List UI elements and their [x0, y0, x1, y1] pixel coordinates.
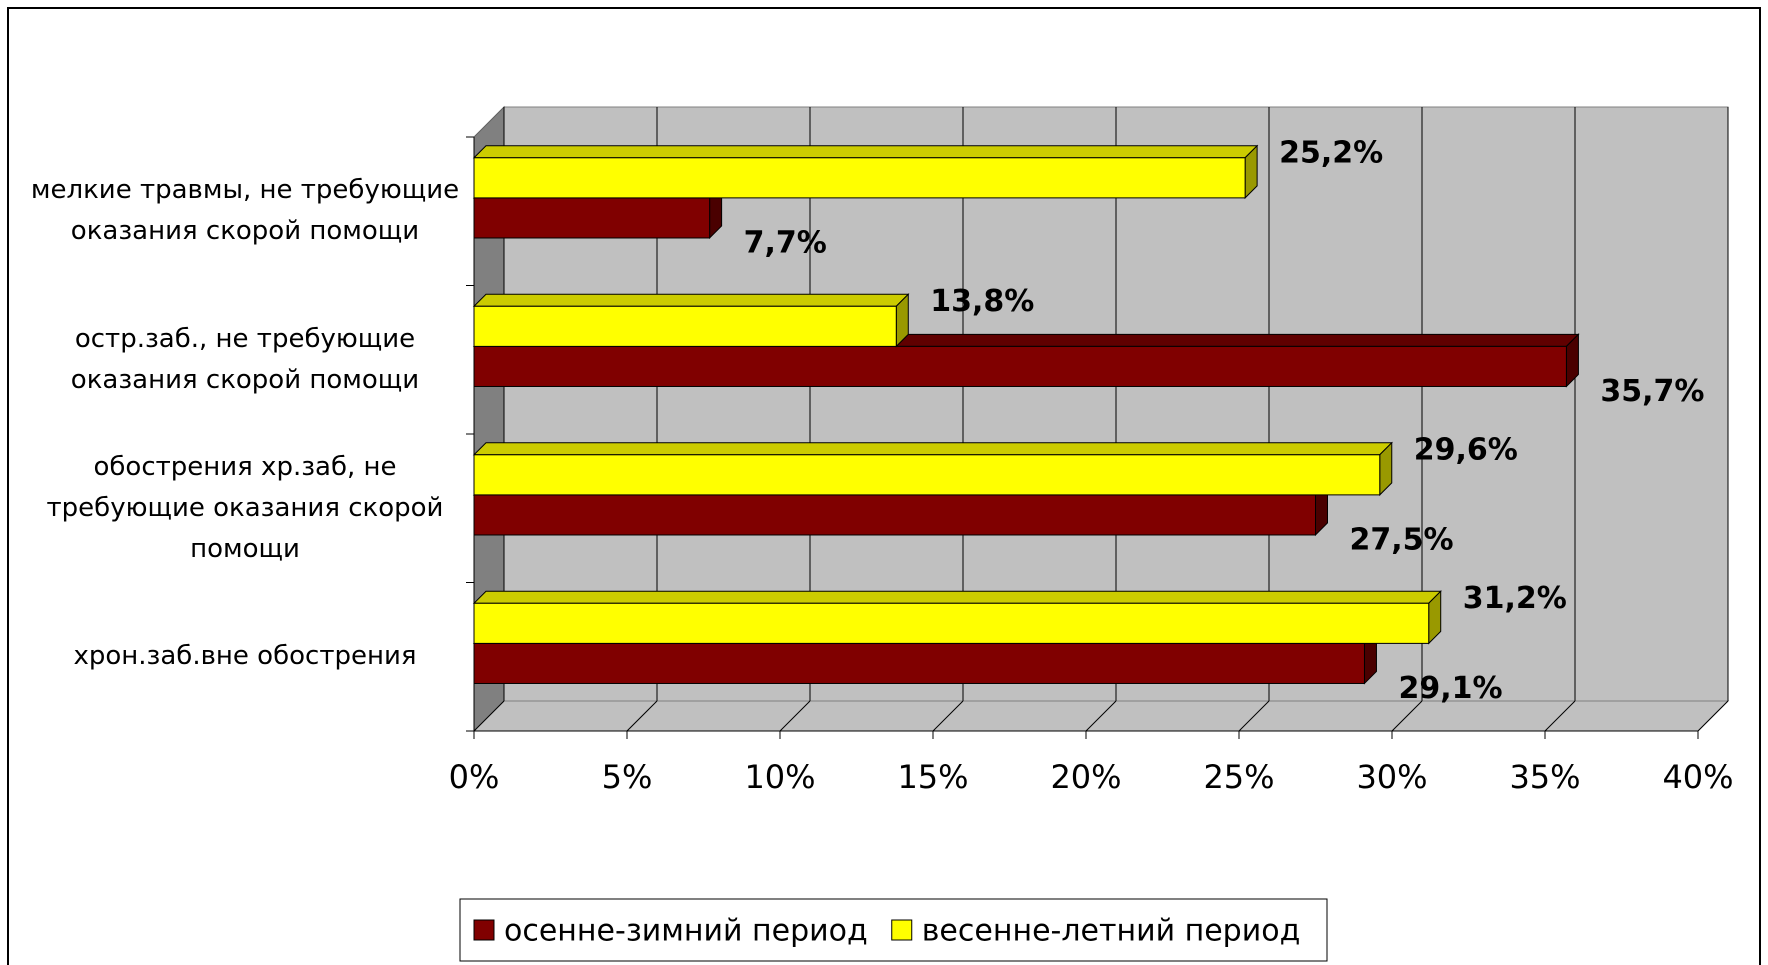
legend-label: весенне-летний период [922, 914, 1301, 949]
floor-grid-line [779, 700, 811, 732]
floor-grid-line [1697, 700, 1729, 732]
floor-grid-line [473, 700, 505, 732]
x-tick-label: 15% [897, 758, 968, 796]
floor-grid-line [1238, 700, 1270, 732]
value-label: 25,2% [1279, 135, 1383, 170]
legend-swatch [473, 919, 495, 941]
bar-top-face [472, 293, 910, 307]
x-tick-label: 35% [1509, 758, 1580, 796]
x-tick-label: 40% [1662, 758, 1733, 796]
floor-grid-line [1085, 700, 1117, 732]
floor-grid-line [1391, 700, 1423, 732]
bar [473, 642, 1365, 684]
value-label: 7,7% [744, 225, 827, 260]
value-label: 35,7% [1600, 374, 1704, 409]
floor-grid-line [626, 700, 658, 732]
floor-grid-line [932, 700, 964, 732]
x-tick-label: 10% [744, 758, 815, 796]
y-tick-label: обострения хр.заб, не требующие оказания… [46, 451, 444, 564]
y-tick-label: хрон.заб.вне обострения [73, 641, 417, 672]
bar-top-face [472, 442, 1393, 456]
legend-label: осенне-зимний период [504, 914, 868, 949]
bar [473, 454, 1381, 496]
x-tick-label: 25% [1203, 758, 1274, 796]
bar [473, 157, 1246, 199]
frame [7, 7, 1761, 965]
bar [473, 197, 711, 239]
x-tick-label: 5% [602, 758, 653, 796]
bar-top-face [472, 145, 1259, 159]
value-label: 29,1% [1398, 671, 1502, 706]
bar [473, 494, 1316, 536]
bar [473, 305, 897, 347]
y-tick-label: остр.заб., не требующие оказания скорой … [70, 323, 420, 395]
x-tick-label: 20% [1050, 758, 1121, 796]
value-label: 13,8% [930, 284, 1034, 319]
value-label: 27,5% [1350, 522, 1454, 557]
value-label: 29,6% [1414, 432, 1518, 467]
x-tick-label: 0% [449, 758, 500, 796]
x-tick-label: 30% [1356, 758, 1427, 796]
value-label: 31,2% [1463, 581, 1567, 616]
bar-top-face [472, 590, 1442, 604]
floor-grid-line [1544, 700, 1576, 732]
legend-swatch [891, 919, 913, 941]
y-tick-label: мелкие травмы, не требующие оказания ско… [30, 175, 460, 247]
bar [473, 345, 1567, 387]
bar [473, 602, 1430, 644]
